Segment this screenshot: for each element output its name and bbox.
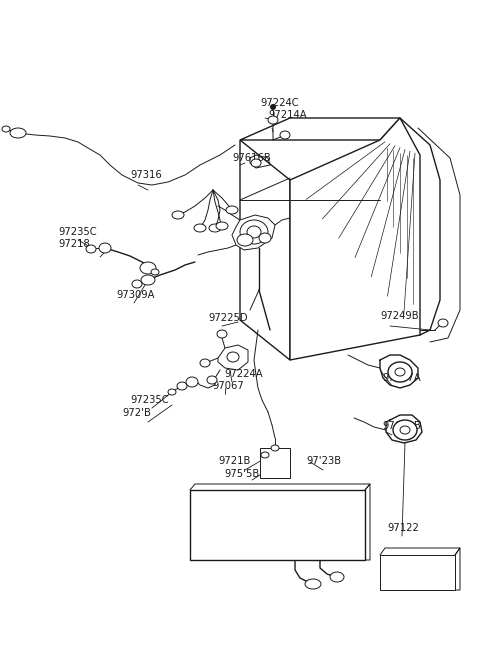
Ellipse shape	[280, 131, 290, 139]
Text: 97214A: 97214A	[268, 110, 307, 120]
Ellipse shape	[438, 319, 448, 327]
Ellipse shape	[194, 224, 206, 232]
Ellipse shape	[251, 159, 261, 167]
Ellipse shape	[227, 352, 239, 362]
Text: 97225D: 97225D	[208, 313, 248, 323]
Ellipse shape	[132, 280, 142, 288]
Ellipse shape	[217, 330, 227, 338]
Ellipse shape	[271, 445, 279, 451]
Ellipse shape	[141, 275, 155, 285]
Ellipse shape	[330, 572, 344, 582]
Bar	[260, 448, 290, 478]
Ellipse shape	[261, 452, 269, 458]
Ellipse shape	[10, 128, 26, 138]
Text: 97249B: 97249B	[380, 311, 419, 321]
Ellipse shape	[400, 426, 410, 434]
Polygon shape	[218, 345, 248, 370]
Ellipse shape	[207, 376, 217, 384]
Text: 97'23B: 97'23B	[306, 456, 341, 466]
Text: 97316: 97316	[130, 170, 162, 180]
Ellipse shape	[393, 420, 417, 440]
Ellipse shape	[216, 222, 228, 230]
Ellipse shape	[168, 389, 176, 395]
Ellipse shape	[305, 579, 321, 589]
Text: 972'B: 972'B	[122, 408, 151, 418]
Ellipse shape	[140, 262, 156, 274]
Polygon shape	[240, 140, 290, 360]
Ellipse shape	[388, 362, 412, 382]
Ellipse shape	[259, 233, 271, 243]
Bar	[380, 555, 455, 590]
Text: 97224A: 97224A	[224, 369, 263, 379]
Text: 97616B: 97616B	[232, 153, 271, 163]
Bar	[190, 490, 365, 560]
Ellipse shape	[172, 211, 184, 219]
Ellipse shape	[395, 368, 405, 376]
Text: 97235C: 97235C	[58, 227, 96, 237]
Text: 97224C: 97224C	[260, 98, 299, 108]
Text: 97227A: 97227A	[382, 373, 421, 383]
Ellipse shape	[99, 243, 111, 253]
Text: 97218: 97218	[58, 239, 90, 249]
Text: 97621B: 97621B	[382, 421, 421, 431]
Text: 97235C: 97235C	[130, 395, 168, 405]
Polygon shape	[240, 118, 400, 140]
Ellipse shape	[270, 104, 276, 110]
Text: 97309A: 97309A	[116, 290, 155, 300]
Ellipse shape	[247, 226, 261, 238]
Ellipse shape	[200, 359, 210, 367]
Ellipse shape	[151, 269, 159, 275]
Polygon shape	[232, 215, 275, 250]
Ellipse shape	[209, 224, 221, 232]
Ellipse shape	[268, 116, 278, 124]
Ellipse shape	[2, 126, 10, 132]
Ellipse shape	[240, 220, 268, 244]
Text: 97067: 97067	[212, 381, 244, 391]
Ellipse shape	[226, 206, 238, 214]
Ellipse shape	[86, 245, 96, 253]
Polygon shape	[290, 118, 420, 360]
Ellipse shape	[186, 377, 198, 387]
Ellipse shape	[237, 234, 253, 246]
Text: 975'5B: 975'5B	[224, 469, 259, 479]
Text: 9721B: 9721B	[218, 456, 251, 466]
Ellipse shape	[177, 382, 187, 390]
Text: 97122: 97122	[387, 523, 419, 533]
